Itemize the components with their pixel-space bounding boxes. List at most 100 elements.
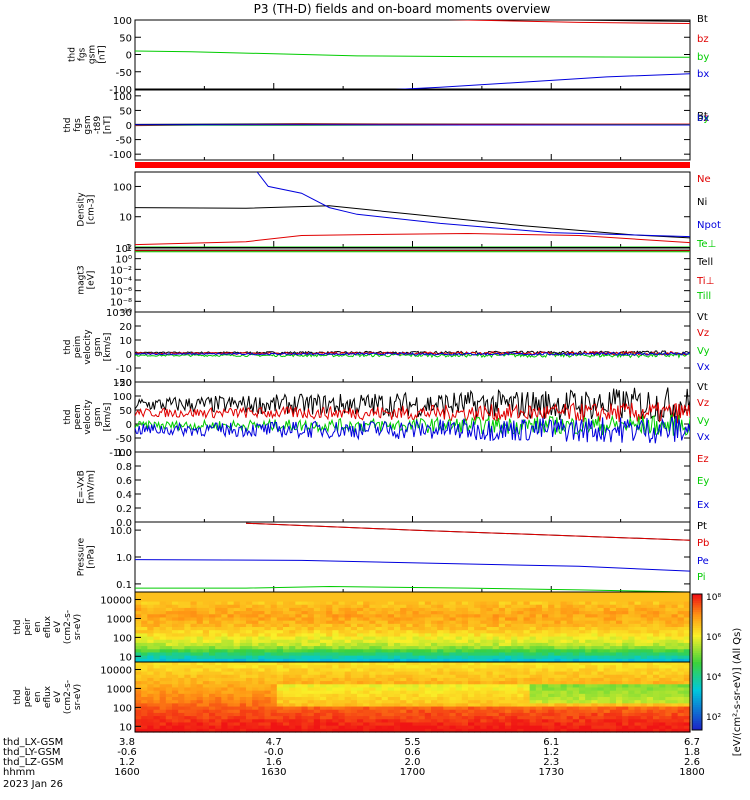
spectrogram-cell bbox=[517, 674, 525, 679]
spectrogram-cell bbox=[209, 658, 216, 663]
spectrogram-cell bbox=[406, 592, 414, 596]
y-axis-label: en bbox=[33, 621, 43, 632]
spectrogram-cell bbox=[424, 719, 432, 724]
spectrogram-cell bbox=[369, 639, 377, 644]
spectrogram-cell bbox=[492, 687, 500, 692]
spectrogram-cell bbox=[677, 633, 685, 638]
spectrogram-cell bbox=[301, 693, 309, 698]
spectrogram-cell bbox=[233, 646, 241, 650]
spectrogram-cell bbox=[289, 665, 296, 669]
spectrogram-cell bbox=[369, 671, 377, 676]
spectrogram-cell bbox=[252, 595, 259, 599]
spectrogram-cell bbox=[449, 728, 457, 733]
spectrogram-cell bbox=[184, 617, 192, 622]
spectrogram-cell bbox=[178, 703, 185, 708]
spectrogram-cell bbox=[616, 655, 623, 660]
spectrogram-cell bbox=[622, 700, 629, 704]
spectrogram-cell bbox=[338, 592, 346, 596]
spectrogram-cell bbox=[468, 700, 475, 704]
legend-bx: bx bbox=[697, 69, 709, 80]
spectrogram-cell bbox=[585, 639, 592, 644]
spectrogram-cell bbox=[529, 697, 537, 701]
spectrogram-cell bbox=[147, 595, 155, 599]
spectrogram-cell bbox=[455, 598, 463, 603]
spectrogram-cell bbox=[412, 620, 420, 625]
spectrogram-cell bbox=[585, 633, 592, 638]
spectrogram-cell bbox=[307, 693, 315, 698]
spectrogram-cell bbox=[165, 687, 173, 692]
spectrogram-cell bbox=[505, 693, 512, 698]
spectrogram-cell bbox=[184, 614, 192, 619]
spectrogram-cell bbox=[190, 677, 198, 682]
spectrogram-cell bbox=[474, 687, 481, 692]
spectrogram-cell bbox=[566, 652, 574, 657]
spectrogram-cell bbox=[270, 725, 278, 730]
spectrogram-cell bbox=[178, 668, 185, 673]
spectrogram-cell bbox=[492, 642, 500, 647]
spectrogram-cell bbox=[418, 646, 426, 650]
spectrogram-cell bbox=[258, 595, 266, 599]
spectrogram-cell bbox=[554, 633, 562, 638]
spectrogram-cell bbox=[437, 671, 444, 676]
spectrogram-cell bbox=[542, 639, 549, 644]
spectrogram-cell bbox=[357, 652, 364, 657]
spectrogram-cell bbox=[233, 671, 241, 676]
spectrogram-cell bbox=[172, 595, 179, 599]
spectrogram-cell bbox=[153, 703, 161, 708]
spectrogram-cell bbox=[215, 706, 222, 711]
spectrogram-cell bbox=[431, 709, 438, 714]
spectrogram-cell bbox=[375, 728, 383, 733]
spectrogram-cell bbox=[659, 646, 666, 650]
spectrogram-cell bbox=[153, 681, 161, 685]
spectrogram-cell bbox=[554, 649, 562, 654]
spectrogram-cell bbox=[326, 700, 333, 704]
spectrogram-cell bbox=[498, 671, 506, 676]
spectrogram-cell bbox=[400, 611, 407, 615]
spectrogram-cell bbox=[387, 674, 395, 679]
spectrogram-cell bbox=[141, 636, 148, 641]
spectrogram-cell bbox=[468, 709, 475, 714]
spectrogram-cell bbox=[246, 662, 253, 666]
spectrogram-cell bbox=[511, 722, 518, 727]
spectrogram-cell bbox=[159, 716, 167, 720]
spectrogram-cell bbox=[455, 655, 463, 660]
spectrogram-cell bbox=[153, 642, 161, 647]
spectrogram-cell bbox=[609, 684, 617, 689]
spectrogram-cell bbox=[665, 693, 673, 698]
spectrogram-cell bbox=[332, 681, 340, 685]
spectrogram-cell bbox=[141, 604, 148, 609]
spectrogram-cell bbox=[221, 639, 229, 644]
spectrogram-cell bbox=[326, 623, 333, 628]
y-tick-label: -100 bbox=[109, 448, 132, 459]
spectrogram-cell bbox=[634, 671, 642, 676]
spectrogram-cell bbox=[381, 617, 389, 622]
spectrogram-cell bbox=[147, 706, 155, 711]
spectrogram-cell bbox=[190, 719, 198, 724]
footer-value: 1730 bbox=[539, 767, 564, 778]
spectrogram-cell bbox=[480, 652, 488, 657]
spectrogram-cell bbox=[616, 620, 623, 625]
spectrogram-cell bbox=[147, 630, 155, 634]
spectrogram-cell bbox=[523, 706, 531, 711]
spectrogram-cell bbox=[363, 636, 370, 641]
spectrogram-cell bbox=[184, 639, 192, 644]
spectrogram-cell bbox=[147, 646, 155, 650]
spectrogram-cell bbox=[264, 646, 272, 650]
spectrogram-cell bbox=[529, 627, 537, 631]
spectrogram-cell bbox=[276, 611, 284, 615]
spectrogram-cell bbox=[542, 630, 549, 634]
spectrogram-cell bbox=[517, 620, 525, 625]
spectrogram-cell bbox=[295, 703, 303, 708]
spectrogram-cell bbox=[165, 652, 173, 657]
spectrogram-cell bbox=[511, 665, 518, 669]
spectrogram-cell bbox=[424, 649, 432, 654]
spectrogram-cell bbox=[202, 627, 210, 631]
y-tick-label: 10000 bbox=[100, 596, 132, 607]
spectrogram-cell bbox=[264, 617, 272, 622]
spectrogram-cell bbox=[511, 633, 518, 638]
spectrogram-cell bbox=[233, 687, 241, 692]
spectrogram-cell bbox=[498, 649, 506, 654]
spectrogram-cell bbox=[461, 604, 469, 609]
spectrogram-cell bbox=[412, 719, 420, 724]
spectrogram-cell bbox=[406, 658, 414, 663]
